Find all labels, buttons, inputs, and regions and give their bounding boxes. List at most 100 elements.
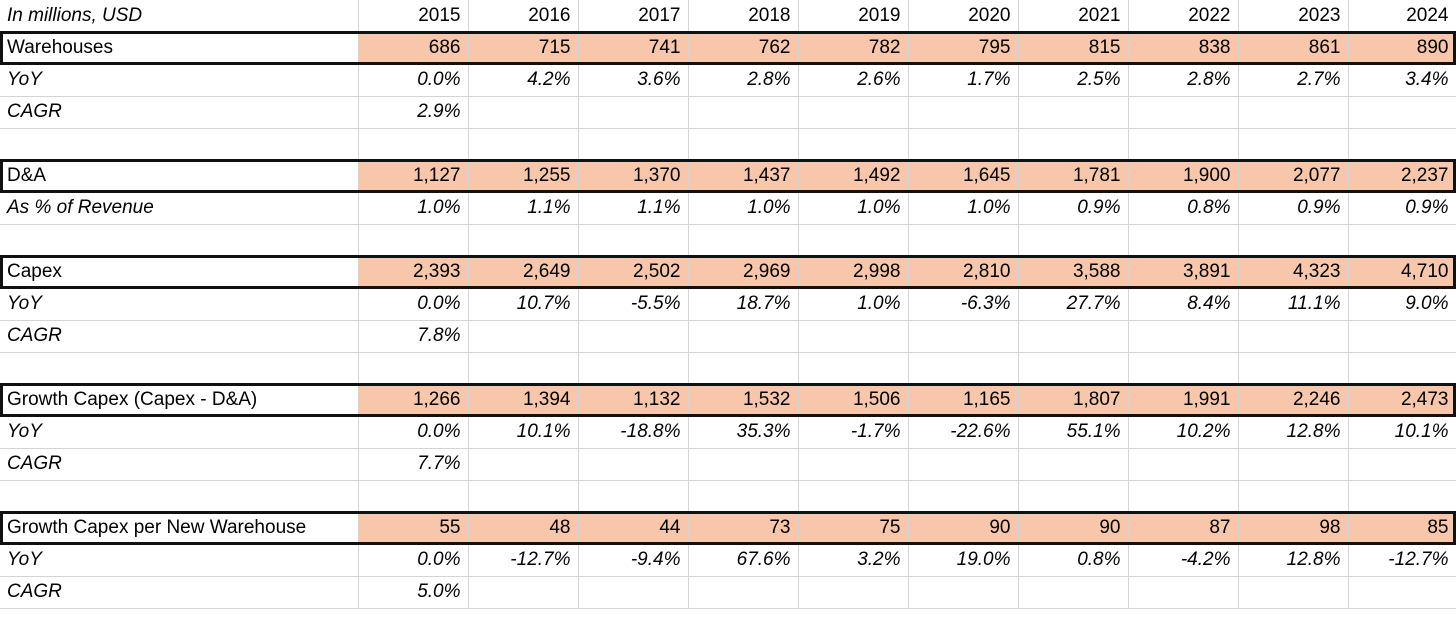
value-cell[interactable]	[1238, 480, 1349, 512]
value-cell[interactable]: 2.7%	[1238, 64, 1349, 97]
value-cell[interactable]	[468, 96, 579, 129]
value-cell[interactable]: 1.0%	[358, 192, 469, 225]
value-cell[interactable]	[688, 96, 799, 129]
value-cell[interactable]: 73	[688, 512, 799, 545]
value-cell[interactable]: 1,394	[468, 384, 579, 417]
value-cell[interactable]	[358, 480, 469, 512]
value-cell[interactable]: 7.7%	[358, 448, 469, 481]
row-label-cell[interactable]	[0, 352, 359, 384]
value-cell[interactable]: 1.7%	[908, 64, 1019, 97]
value-cell[interactable]: 2.6%	[798, 64, 909, 97]
value-cell[interactable]: -9.4%	[578, 544, 689, 577]
value-cell[interactable]: 3,891	[1128, 256, 1239, 289]
value-cell[interactable]	[1018, 128, 1129, 160]
value-cell[interactable]	[1018, 224, 1129, 256]
row-label-cell[interactable]: D&A	[0, 160, 359, 193]
value-cell[interactable]	[1018, 448, 1129, 481]
value-cell[interactable]: 3.6%	[578, 64, 689, 97]
value-cell[interactable]	[578, 320, 689, 353]
value-cell[interactable]	[688, 448, 799, 481]
row-label-cell[interactable]: YoY	[0, 64, 359, 97]
value-cell[interactable]	[798, 480, 909, 512]
value-cell[interactable]	[688, 128, 799, 160]
value-cell[interactable]: 55	[358, 512, 469, 545]
value-cell[interactable]: 10.1%	[1348, 416, 1456, 449]
year-header-cell[interactable]: 2024	[1348, 0, 1456, 33]
row-label-cell[interactable]	[0, 480, 359, 512]
value-cell[interactable]: 861	[1238, 32, 1349, 65]
value-cell[interactable]: 1.0%	[688, 192, 799, 225]
value-cell[interactable]	[358, 224, 469, 256]
value-cell[interactable]	[1018, 352, 1129, 384]
value-cell[interactable]: 19.0%	[908, 544, 1019, 577]
year-header-cell[interactable]: 2019	[798, 0, 909, 33]
value-cell[interactable]: 5.0%	[358, 576, 469, 609]
row-label-cell[interactable]: CAGR	[0, 96, 359, 129]
value-cell[interactable]	[1018, 96, 1129, 129]
value-cell[interactable]	[1348, 448, 1456, 481]
value-cell[interactable]	[1018, 320, 1129, 353]
value-cell[interactable]: 1,437	[688, 160, 799, 193]
value-cell[interactable]: 1.0%	[798, 192, 909, 225]
value-cell[interactable]: 0.0%	[358, 288, 469, 321]
value-cell[interactable]	[688, 576, 799, 609]
value-cell[interactable]	[1128, 128, 1239, 160]
value-cell[interactable]: 2,998	[798, 256, 909, 289]
value-cell[interactable]: 762	[688, 32, 799, 65]
value-cell[interactable]: 1,255	[468, 160, 579, 193]
value-cell[interactable]: 1.1%	[578, 192, 689, 225]
value-cell[interactable]	[578, 448, 689, 481]
row-label-cell[interactable]: As % of Revenue	[0, 192, 359, 225]
value-cell[interactable]	[1348, 224, 1456, 256]
value-cell[interactable]: 2,393	[358, 256, 469, 289]
value-cell[interactable]: 98	[1238, 512, 1349, 545]
year-header-cell[interactable]: 2015	[358, 0, 469, 33]
row-label-cell[interactable]	[0, 224, 359, 256]
value-cell[interactable]	[578, 576, 689, 609]
value-cell[interactable]: 2,810	[908, 256, 1019, 289]
value-cell[interactable]: 10.1%	[468, 416, 579, 449]
value-cell[interactable]: 55.1%	[1018, 416, 1129, 449]
value-cell[interactable]	[578, 96, 689, 129]
value-cell[interactable]: -5.5%	[578, 288, 689, 321]
year-header-cell[interactable]: 2021	[1018, 0, 1129, 33]
value-cell[interactable]: 12.8%	[1238, 544, 1349, 577]
year-header-cell[interactable]: 2016	[468, 0, 579, 33]
row-label-cell[interactable]: YoY	[0, 544, 359, 577]
value-cell[interactable]	[1348, 352, 1456, 384]
value-cell[interactable]	[908, 352, 1019, 384]
row-label-cell[interactable]: YoY	[0, 288, 359, 321]
value-cell[interactable]	[358, 128, 469, 160]
value-cell[interactable]: 2,473	[1348, 384, 1456, 417]
value-cell[interactable]: 1,165	[908, 384, 1019, 417]
value-cell[interactable]	[908, 576, 1019, 609]
value-cell[interactable]	[1018, 576, 1129, 609]
value-cell[interactable]	[468, 480, 579, 512]
value-cell[interactable]	[688, 224, 799, 256]
value-cell[interactable]	[688, 320, 799, 353]
value-cell[interactable]: 90	[1018, 512, 1129, 545]
value-cell[interactable]: -22.6%	[908, 416, 1019, 449]
year-header-cell[interactable]: 2017	[578, 0, 689, 33]
value-cell[interactable]: 27.7%	[1018, 288, 1129, 321]
value-cell[interactable]	[468, 576, 579, 609]
value-cell[interactable]	[908, 320, 1019, 353]
value-cell[interactable]	[1128, 320, 1239, 353]
value-cell[interactable]: 87	[1128, 512, 1239, 545]
row-label-cell[interactable]: Growth Capex per New Warehouse	[0, 512, 359, 545]
value-cell[interactable]: -6.3%	[908, 288, 1019, 321]
value-cell[interactable]	[1348, 480, 1456, 512]
value-cell[interactable]: 2,969	[688, 256, 799, 289]
value-cell[interactable]	[908, 224, 1019, 256]
value-cell[interactable]: 890	[1348, 32, 1456, 65]
value-cell[interactable]: 686	[358, 32, 469, 65]
value-cell[interactable]: 10.7%	[468, 288, 579, 321]
value-cell[interactable]: 1.1%	[468, 192, 579, 225]
value-cell[interactable]: 2,502	[578, 256, 689, 289]
value-cell[interactable]: 8.4%	[1128, 288, 1239, 321]
value-cell[interactable]: 1,532	[688, 384, 799, 417]
value-cell[interactable]	[798, 96, 909, 129]
row-label-cell[interactable]: Warehouses	[0, 32, 359, 65]
value-cell[interactable]	[1238, 448, 1349, 481]
value-cell[interactable]: -12.7%	[468, 544, 579, 577]
